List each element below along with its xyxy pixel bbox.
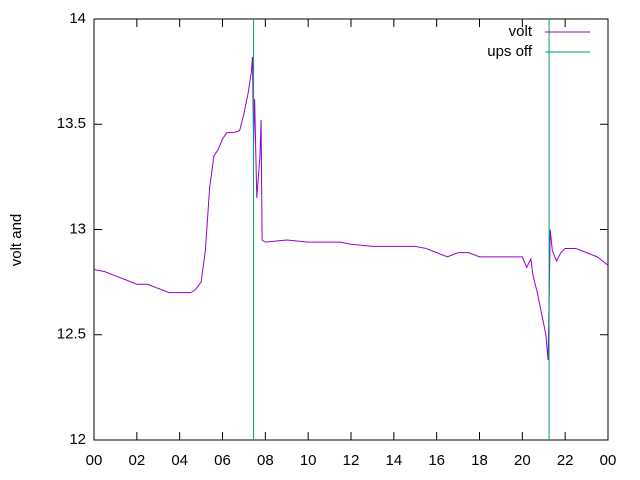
legend-label: volt: [509, 23, 533, 40]
plot-border: [93, 18, 609, 441]
legend-label: ups off: [487, 43, 533, 60]
y-tick-label: 12: [69, 431, 86, 448]
y-tick-label: 13: [69, 220, 86, 237]
x-tick-label: 08: [257, 452, 274, 469]
x-tick-label: 18: [471, 452, 488, 469]
x-tick-label: 14: [385, 452, 402, 469]
x-tick-label: 10: [300, 452, 317, 469]
x-tick-label: 04: [171, 452, 188, 469]
y-tick-label: 12.5: [57, 326, 86, 343]
y-tick-label: 13.5: [57, 115, 86, 132]
x-tick-label: 00: [600, 452, 617, 469]
x-tick-label: 20: [514, 452, 531, 469]
x-tick-label: 22: [557, 452, 574, 469]
x-tick-label: 12: [343, 452, 360, 469]
series-line: [253, 19, 550, 440]
series-line: [93, 56, 609, 361]
y-tick-label: 14: [69, 10, 86, 27]
x-tick-label: 02: [128, 452, 145, 469]
x-tick-label: 06: [214, 452, 231, 469]
y-axis-label: volt and: [8, 214, 25, 267]
x-tick-label: 16: [428, 452, 445, 469]
x-tick-label: 00: [86, 452, 103, 469]
